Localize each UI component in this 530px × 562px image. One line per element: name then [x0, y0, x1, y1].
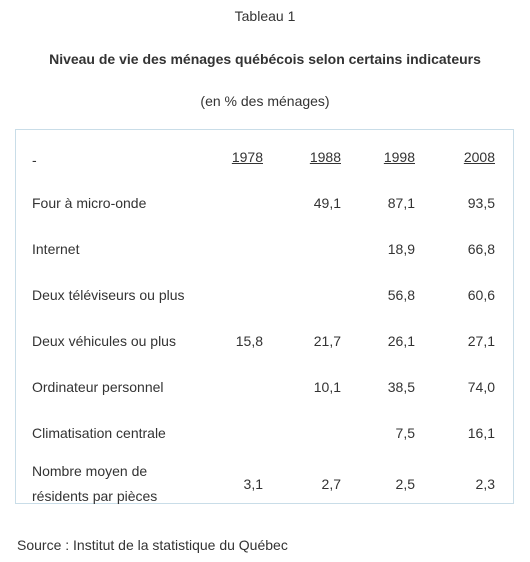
row-label-line: Nombre moyen de [32, 463, 148, 479]
header-corner: - [32, 152, 37, 168]
cell-value [199, 226, 277, 272]
year-label: 1978 [231, 149, 263, 165]
cell-value [199, 410, 277, 456]
row-label: Climatisation centrale [32, 424, 166, 441]
header-year-1978: 1978 [199, 130, 277, 180]
row-label: Nombre moyen de résidents par pièces [16, 456, 199, 512]
cell-value: 66,8 [467, 241, 495, 257]
row-label: Deux véhicules ou plus [32, 332, 176, 349]
year-label: 1988 [309, 149, 341, 165]
cell-value: 2,3 [475, 476, 495, 492]
data-table-frame: - 1978 1988 1998 2008 Four à micro-onde … [15, 129, 514, 504]
cell-value: 2,7 [321, 476, 341, 492]
row-label: Internet [32, 240, 80, 257]
year-label: 1998 [383, 149, 415, 165]
cell-value [277, 410, 355, 456]
cell-value: 56,8 [387, 287, 415, 303]
table-title: Niveau de vie des ménages québécois selo… [49, 51, 481, 67]
cell-value: 38,5 [387, 379, 415, 395]
table-row: Nombre moyen de résidents par pièces 3,1… [16, 456, 513, 512]
table-row: Internet 18,9 66,8 [16, 226, 513, 272]
cell-value [199, 272, 277, 318]
table-row: Climatisation centrale 7,5 16,1 [16, 410, 513, 456]
row-label-line: résidents par pièces [32, 488, 158, 504]
row-label: Ordinateur personnel [32, 378, 164, 395]
cell-value: 21,7 [313, 333, 341, 349]
cell-value: 10,1 [313, 379, 341, 395]
cell-value: 60,6 [467, 287, 495, 303]
cell-value: 93,5 [467, 195, 495, 211]
row-label: Four à micro-onde [32, 194, 147, 211]
cell-value: 2,5 [395, 476, 415, 492]
header-year-2008: 2008 [429, 130, 513, 180]
data-table: - 1978 1988 1998 2008 Four à micro-onde … [16, 130, 513, 512]
cell-value [277, 226, 355, 272]
header-row: - 1978 1988 1998 2008 [16, 130, 513, 180]
cell-value: 27,1 [467, 333, 495, 349]
row-label: Deux téléviseurs ou plus [32, 286, 185, 303]
source-note: Source : Institut de la statistique du Q… [17, 537, 288, 553]
cell-value: 18,9 [387, 241, 415, 257]
cell-value [199, 180, 277, 226]
cell-value: 15,8 [235, 333, 263, 349]
table-row: Deux téléviseurs ou plus 56,8 60,6 [16, 272, 513, 318]
cell-value: 26,1 [387, 333, 415, 349]
table-number: Tableau 1 [234, 8, 296, 24]
table-unit-note: (en % des ménages) [200, 93, 330, 109]
cell-value: 49,1 [313, 195, 341, 211]
header-year-1998: 1998 [355, 130, 429, 180]
cell-value: 16,1 [467, 425, 495, 441]
cell-value: 74,0 [467, 379, 495, 395]
header-year-1988: 1988 [277, 130, 355, 180]
cell-value: 3,1 [243, 476, 263, 492]
cell-value [199, 364, 277, 410]
table-row: Ordinateur personnel 10,1 38,5 74,0 [16, 364, 513, 410]
table-row: Deux véhicules ou plus 15,8 21,7 26,1 27… [16, 318, 513, 364]
table-row: Four à micro-onde 49,1 87,1 93,5 [16, 180, 513, 226]
cell-value [277, 272, 355, 318]
cell-value: 7,5 [395, 425, 415, 441]
cell-value: 87,1 [387, 195, 415, 211]
year-label: 2008 [463, 149, 495, 165]
